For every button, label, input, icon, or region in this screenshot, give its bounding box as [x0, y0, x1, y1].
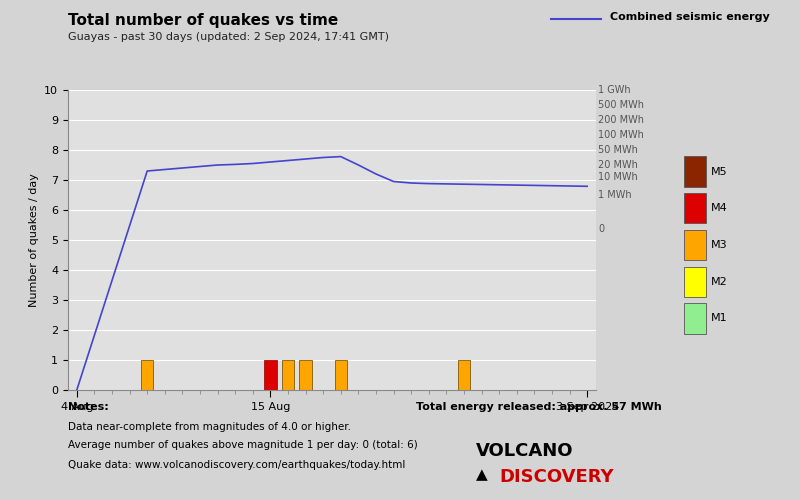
- Bar: [684, 230, 706, 260]
- Text: 50 MWh: 50 MWh: [598, 145, 638, 155]
- Bar: [264, 360, 277, 390]
- Text: 100 MWh: 100 MWh: [598, 130, 644, 140]
- Text: Total energy released: approx. 57 MWh: Total energy released: approx. 57 MWh: [416, 402, 662, 412]
- Text: Guayas - past 30 days (updated: 2 Sep 2024, 17:41 GMT): Guayas - past 30 days (updated: 2 Sep 20…: [68, 32, 389, 42]
- Bar: [684, 156, 706, 186]
- Text: 200 MWh: 200 MWh: [598, 115, 644, 125]
- Text: Combined seismic energy: Combined seismic energy: [610, 12, 770, 22]
- Text: Average number of quakes above magnitude 1 per day: 0 (total: 6): Average number of quakes above magnitude…: [68, 440, 418, 450]
- Text: VOLCANO: VOLCANO: [476, 442, 574, 460]
- Text: Total number of quakes vs time: Total number of quakes vs time: [68, 12, 338, 28]
- Text: 500 MWh: 500 MWh: [598, 100, 644, 110]
- Bar: [141, 360, 154, 390]
- Text: 10 MWh: 10 MWh: [598, 172, 638, 182]
- Text: 1 MWh: 1 MWh: [598, 190, 632, 200]
- Bar: [458, 360, 470, 390]
- Text: M5: M5: [710, 166, 727, 176]
- Bar: [684, 266, 706, 297]
- Bar: [684, 193, 706, 224]
- Text: 20 MWh: 20 MWh: [598, 160, 638, 170]
- Bar: [282, 360, 294, 390]
- Text: Notes:: Notes:: [68, 402, 109, 412]
- Bar: [684, 304, 706, 334]
- Text: M1: M1: [710, 314, 727, 324]
- Bar: [299, 360, 312, 390]
- Text: Quake data: www.volcanodiscovery.com/earthquakes/today.html: Quake data: www.volcanodiscovery.com/ear…: [68, 460, 406, 469]
- Text: M4: M4: [710, 204, 727, 214]
- Text: 1 GWh: 1 GWh: [598, 85, 630, 95]
- Text: 0: 0: [598, 224, 604, 234]
- Text: M3: M3: [710, 240, 727, 250]
- Bar: [334, 360, 347, 390]
- Text: M2: M2: [710, 276, 727, 286]
- Text: ▲: ▲: [476, 468, 493, 482]
- Text: DISCOVERY: DISCOVERY: [499, 468, 614, 485]
- Y-axis label: Number of quakes / day: Number of quakes / day: [29, 173, 38, 307]
- Text: Data near-complete from magnitudes of 4.0 or higher.: Data near-complete from magnitudes of 4.…: [68, 422, 351, 432]
